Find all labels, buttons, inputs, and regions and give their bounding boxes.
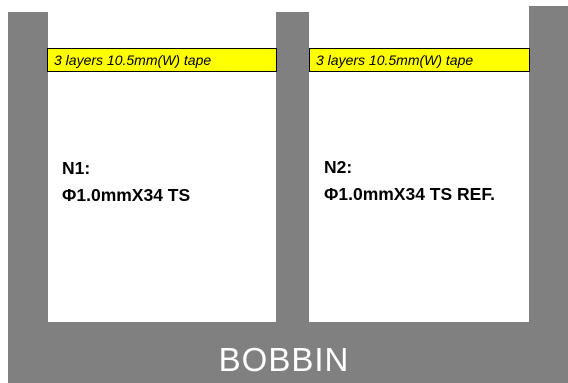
bobbin-middle-flange — [276, 12, 309, 383]
winding-n1-name: N1: — [62, 158, 91, 178]
winding-n1: N1: Φ1.0mmX34 TS — [62, 155, 190, 209]
bobbin-label: BOBBIN — [218, 341, 350, 378]
bobbin-left-flange — [8, 12, 48, 383]
winding-n1-spec: Φ1.0mmX34 TS — [62, 185, 191, 205]
bobbin-right-flange — [529, 6, 568, 383]
winding-n2: N2: Φ1.0mmX34 TS REF. — [324, 154, 528, 208]
tape-layer-2-label: 3 layers 10.5mm(W) tape — [316, 52, 474, 68]
tape-layer-1-label: 3 layers 10.5mm(W) tape — [54, 52, 212, 68]
tape-layer-2: 3 layers 10.5mm(W) tape — [309, 48, 530, 72]
bobbin-base — [8, 322, 568, 383]
winding-n2-name: N2: — [324, 157, 353, 177]
winding-n2-spec: Φ1.0mmX34 TS REF. — [324, 184, 495, 204]
tape-layer-1: 3 layers 10.5mm(W) tape — [47, 48, 277, 72]
